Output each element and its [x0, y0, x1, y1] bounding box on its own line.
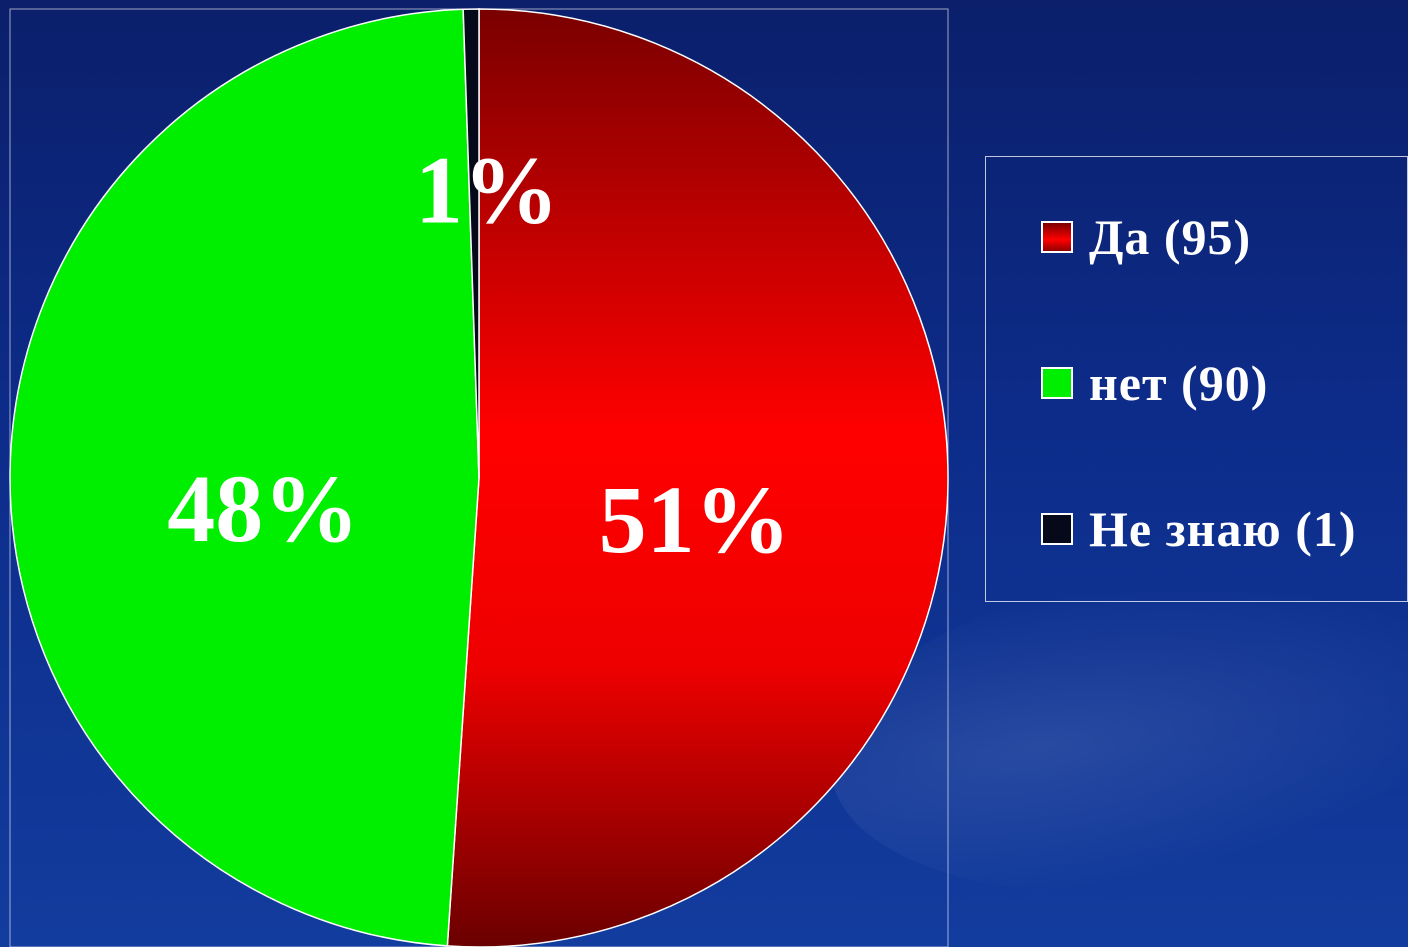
slice-label-ne-znayu: 1%	[415, 137, 559, 244]
legend-label: Да (95)	[1089, 209, 1252, 265]
legend-swatch	[1041, 221, 1073, 253]
legend-swatch	[1041, 367, 1073, 399]
legend-item-net: нет (90)	[1041, 353, 1268, 413]
legend-item-da: Да (95)	[1041, 207, 1251, 267]
slice-ne-znayu	[462, 8, 480, 479]
slice-da	[446, 8, 949, 947]
legend-item-ne-znayu: Не знаю (1)	[1041, 499, 1357, 559]
pie-chart: 51% 48% 1%	[9, 8, 949, 947]
legend-label: Не знаю (1)	[1089, 501, 1357, 557]
legend: Да (95) нет (90) Не знаю (1)	[985, 156, 1408, 602]
slice-label-net: 48%	[167, 455, 359, 562]
slice-net	[9, 8, 480, 947]
legend-label: нет (90)	[1089, 355, 1269, 411]
legend-swatch	[1041, 513, 1073, 545]
slice-label-da: 51%	[599, 466, 791, 573]
